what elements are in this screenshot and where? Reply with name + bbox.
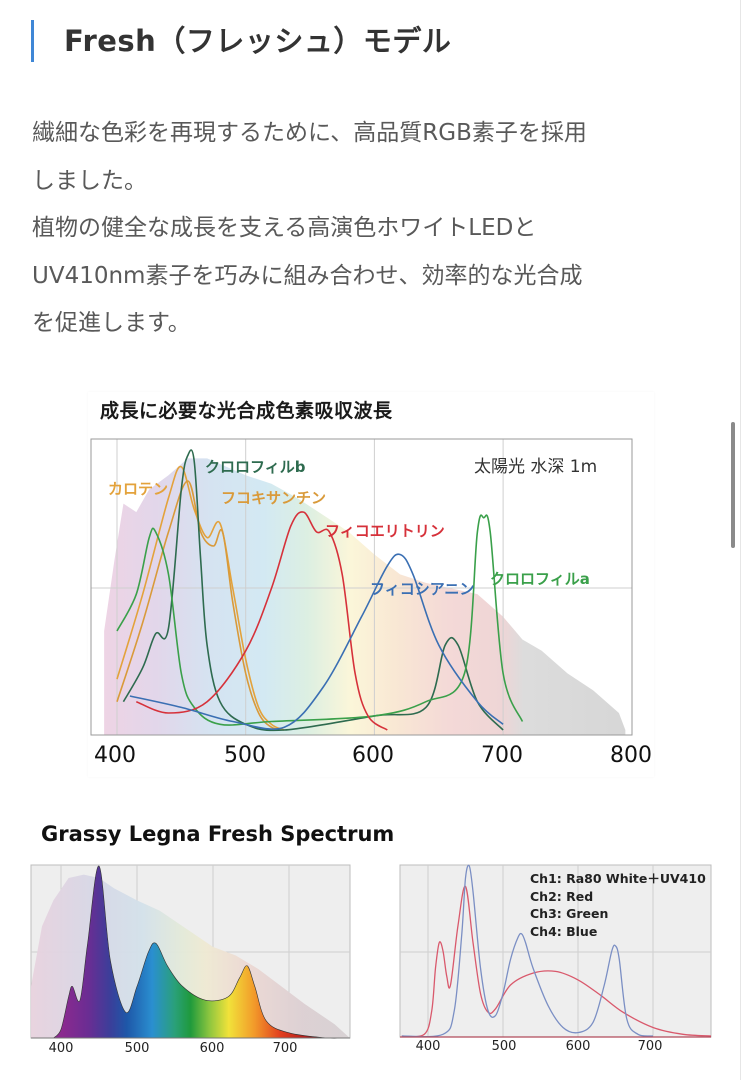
x-tick-label: 400 <box>48 1041 74 1056</box>
legend-item-ch1: Ch1: Ra80 White＋UV410 <box>530 871 706 886</box>
annotation-sunlight-depth: 太陽光 水深 1m <box>474 457 598 477</box>
fresh-spectrum-title: Grassy Legna Fresh Spectrum <box>41 822 395 846</box>
absorption-curve <box>116 480 285 731</box>
label-fucoxanthin: フコキサンチン <box>221 489 327 507</box>
absorption-curve <box>122 449 504 732</box>
description-paragraph: 繊細な色彩を再現するために、高品質RGB素子を採用 しました。 植物の健全な成長… <box>32 110 712 348</box>
channel-curve <box>401 885 712 1038</box>
channel-legend: Ch1: Ra80 White＋UV410 Ch2: Red Ch3: Gree… <box>530 870 706 940</box>
x-tick-label: 500 <box>124 1041 150 1056</box>
description-line: 繊細な色彩を再現するために、高品質RGB素子を採用 <box>32 120 587 146</box>
legend-item-ch4: Ch4: Blue <box>530 923 598 939</box>
x-tick-label: 500 <box>224 743 266 768</box>
x-tick-label: 800 <box>610 743 652 768</box>
absorption-curve <box>116 465 285 731</box>
heading-accent-bar <box>31 20 34 62</box>
page-edge <box>740 0 741 1080</box>
description-line: UV410nm素子を巧みに組み合わせ、効率的な光合成 <box>32 262 583 289</box>
label-chlorophyll-a: クロロフィルa <box>490 570 590 588</box>
legend-item-ch2: Ch2: Red <box>530 888 594 904</box>
absorption-curve <box>129 553 504 730</box>
x-tick-label: 600 <box>199 1041 225 1056</box>
x-tick-label: 600 <box>565 1039 591 1054</box>
label-phycocyanin: フィコシアニン <box>370 580 475 598</box>
x-tick-label: 400 <box>415 1039 441 1054</box>
description-line: しました。 <box>32 167 147 194</box>
x-tick-label: 700 <box>637 1039 663 1054</box>
label-phycoerythrin: フィコエリトリン <box>325 522 445 540</box>
x-tick-label: 700 <box>272 1041 298 1056</box>
x-tick-label: 500 <box>491 1039 517 1054</box>
x-tick-label: 400 <box>94 743 136 768</box>
label-chlorophyll-b: クロロフィルb <box>205 458 306 476</box>
description-line: 植物の健全な成長を支える高演色ホワイトLEDと <box>32 215 537 241</box>
vertical-scrollbar[interactable] <box>731 422 735 548</box>
absorption-curve <box>116 514 524 726</box>
legend-item-ch3: Ch3: Green <box>530 906 609 921</box>
absorption-curve <box>136 511 388 731</box>
section-heading: Fresh（フレッシュ）モデル <box>64 24 452 58</box>
sunlight-area <box>104 458 626 735</box>
pigment-chart-title: 成長に必要な光合成色素吸収波長 <box>100 400 393 422</box>
x-tick-label: 600 <box>352 743 394 768</box>
label-carotene: カロテン <box>108 480 169 498</box>
channel-curve <box>401 864 654 1038</box>
description-line: を促進します。 <box>32 310 191 336</box>
x-tick-label: 700 <box>481 743 523 768</box>
